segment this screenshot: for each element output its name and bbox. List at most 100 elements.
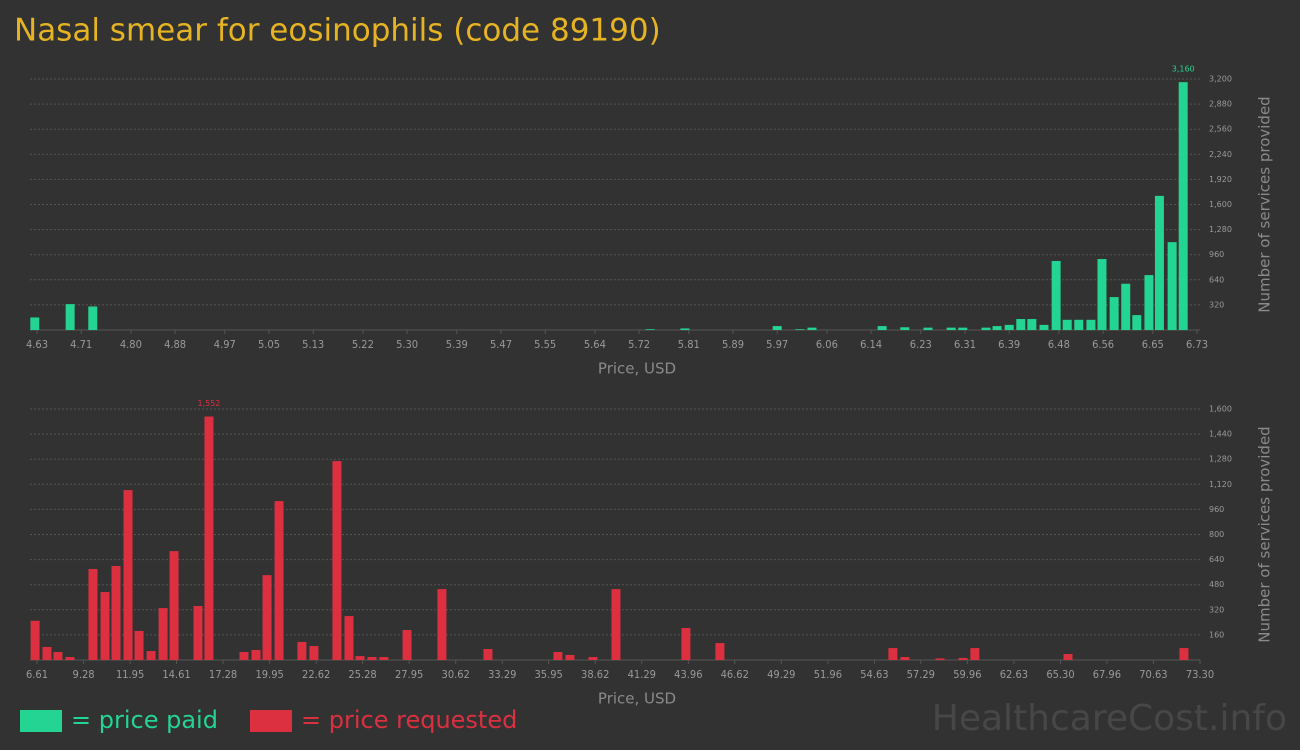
bar [332,461,342,660]
x-tick-label: 43.96 [674,668,702,681]
bar [1167,242,1177,330]
x-tick-label: 67.96 [1093,668,1121,681]
bar [877,326,887,330]
x-tick-label: 5.81 [678,338,700,351]
x-tick-label: 5.64 [584,338,606,351]
title: Nasal smear for eosinophils (code 89190) [14,13,661,49]
y-tick-label: 3,200 [1209,75,1232,84]
bar [1004,324,1014,330]
bar [309,646,319,660]
y-tick-label: 480 [1209,580,1224,589]
y-tick-label: 960 [1209,505,1224,514]
x-tick-label: 6.39 [998,338,1020,351]
y-axis-title: Number of services provided [1256,426,1274,642]
bar [970,648,980,660]
bar [123,490,133,660]
bar [158,608,168,660]
bar [483,649,493,660]
y-tick-label: 800 [1209,530,1224,539]
bar [251,649,261,660]
y-tick-label: 320 [1209,605,1224,614]
x-tick-label: 22.62 [302,668,330,681]
bar [88,569,98,660]
bar [1109,297,1119,330]
bar [1027,319,1037,330]
x-tick-label: 17.28 [209,668,237,681]
x-tick-label: 38.62 [581,668,609,681]
x-tick-label: 57.29 [907,668,935,681]
x-tick-label: 5.47 [490,338,512,351]
x-tick-label: 62.63 [1000,668,1028,681]
x-tick-label: 5.30 [396,338,418,351]
bar [1154,195,1164,330]
bar [111,566,121,660]
x-tick-label: 73.30 [1186,668,1214,681]
value-label: 3,160 [1172,65,1195,74]
bar [795,329,805,330]
bar [1086,319,1096,330]
bar [1063,654,1073,660]
bar [274,501,284,660]
bar [565,654,575,660]
x-tick-label: 6.06 [816,338,838,351]
y-axis-title: Number of services provided [1256,96,1274,312]
x-tick-label: 6.65 [1142,338,1164,351]
x-tick-label: 9.28 [73,668,95,681]
value-label: 1,552 [197,399,220,408]
y-tick-label: 960 [1209,250,1224,259]
bar [681,627,691,660]
bar [53,651,63,660]
bar [958,657,968,660]
bar [888,648,898,660]
bar [297,641,307,660]
bar [923,327,933,330]
bar [100,592,110,660]
bar [900,657,910,660]
bar [262,575,272,660]
bar [239,651,249,660]
x-tick-label: 6.61 [26,668,48,681]
legend-swatch [250,710,292,732]
y-tick-label: 1,440 [1209,430,1232,439]
bar [1132,315,1142,330]
bar [680,328,690,330]
x-tick-label: 30.62 [442,668,470,681]
bar [1179,648,1189,660]
x-tick-label: 4.88 [164,338,186,351]
legend-swatch [20,710,62,732]
bar [134,630,144,660]
y-tick-label: 640 [1209,275,1224,284]
legend-label: = price paid [71,706,218,734]
x-tick-label: 59.96 [953,668,981,681]
x-tick-label: 5.39 [446,338,468,351]
y-tick-label: 2,560 [1209,125,1232,134]
bar [935,658,945,660]
x-tick-label: 11.95 [116,668,144,681]
x-tick-label: 4.97 [214,338,236,351]
x-tick-label: 35.95 [534,668,562,681]
x-tick-label: 27.95 [395,668,423,681]
bar [402,630,412,660]
x-tick-label: 6.56 [1092,338,1114,351]
x-tick-label: 6.48 [1048,338,1070,351]
x-tick-label: 51.96 [814,668,842,681]
bar [715,643,725,660]
bar [553,651,563,660]
x-tick-label: 46.62 [721,668,749,681]
x-tick-label: 5.72 [628,338,650,351]
bar [1074,319,1084,330]
x-tick-label: 33.29 [488,668,516,681]
x-tick-label: 19.95 [255,668,283,681]
x-axis-title: Price, USD [598,360,676,378]
bar [1144,275,1154,330]
bar [355,656,365,660]
watermark: HealthcareCost.info [932,698,1287,739]
x-tick-label: 6.31 [954,338,976,351]
x-tick-label: 25.28 [348,668,376,681]
y-tick-label: 1,280 [1209,225,1232,234]
x-tick-label: 5.22 [352,338,374,351]
bar [981,327,991,330]
bar [65,657,75,660]
